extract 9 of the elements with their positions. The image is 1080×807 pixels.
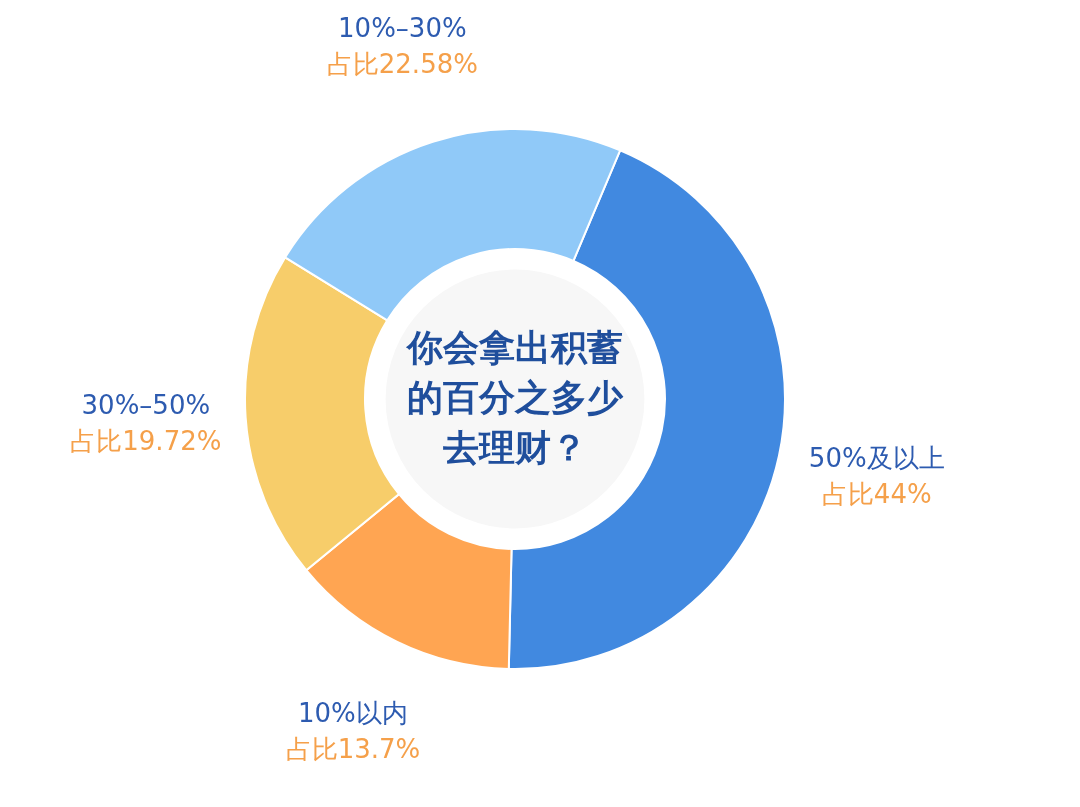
data-label: 占比19.72% — [70, 425, 222, 456]
data-label: 占比44% — [821, 478, 932, 509]
slice-label: 10%–30% — [338, 12, 467, 43]
data-label: 占比13.7% — [285, 733, 421, 764]
data-label: 占比22.58% — [326, 48, 478, 79]
slice-label: 10%以内 — [298, 697, 408, 728]
slice-label: 50%及以上 — [808, 442, 945, 473]
text: 你会拿出积蓄的百分之多少去理财？ — [405, 327, 624, 468]
slice-label: 30%–50% — [81, 389, 211, 420]
